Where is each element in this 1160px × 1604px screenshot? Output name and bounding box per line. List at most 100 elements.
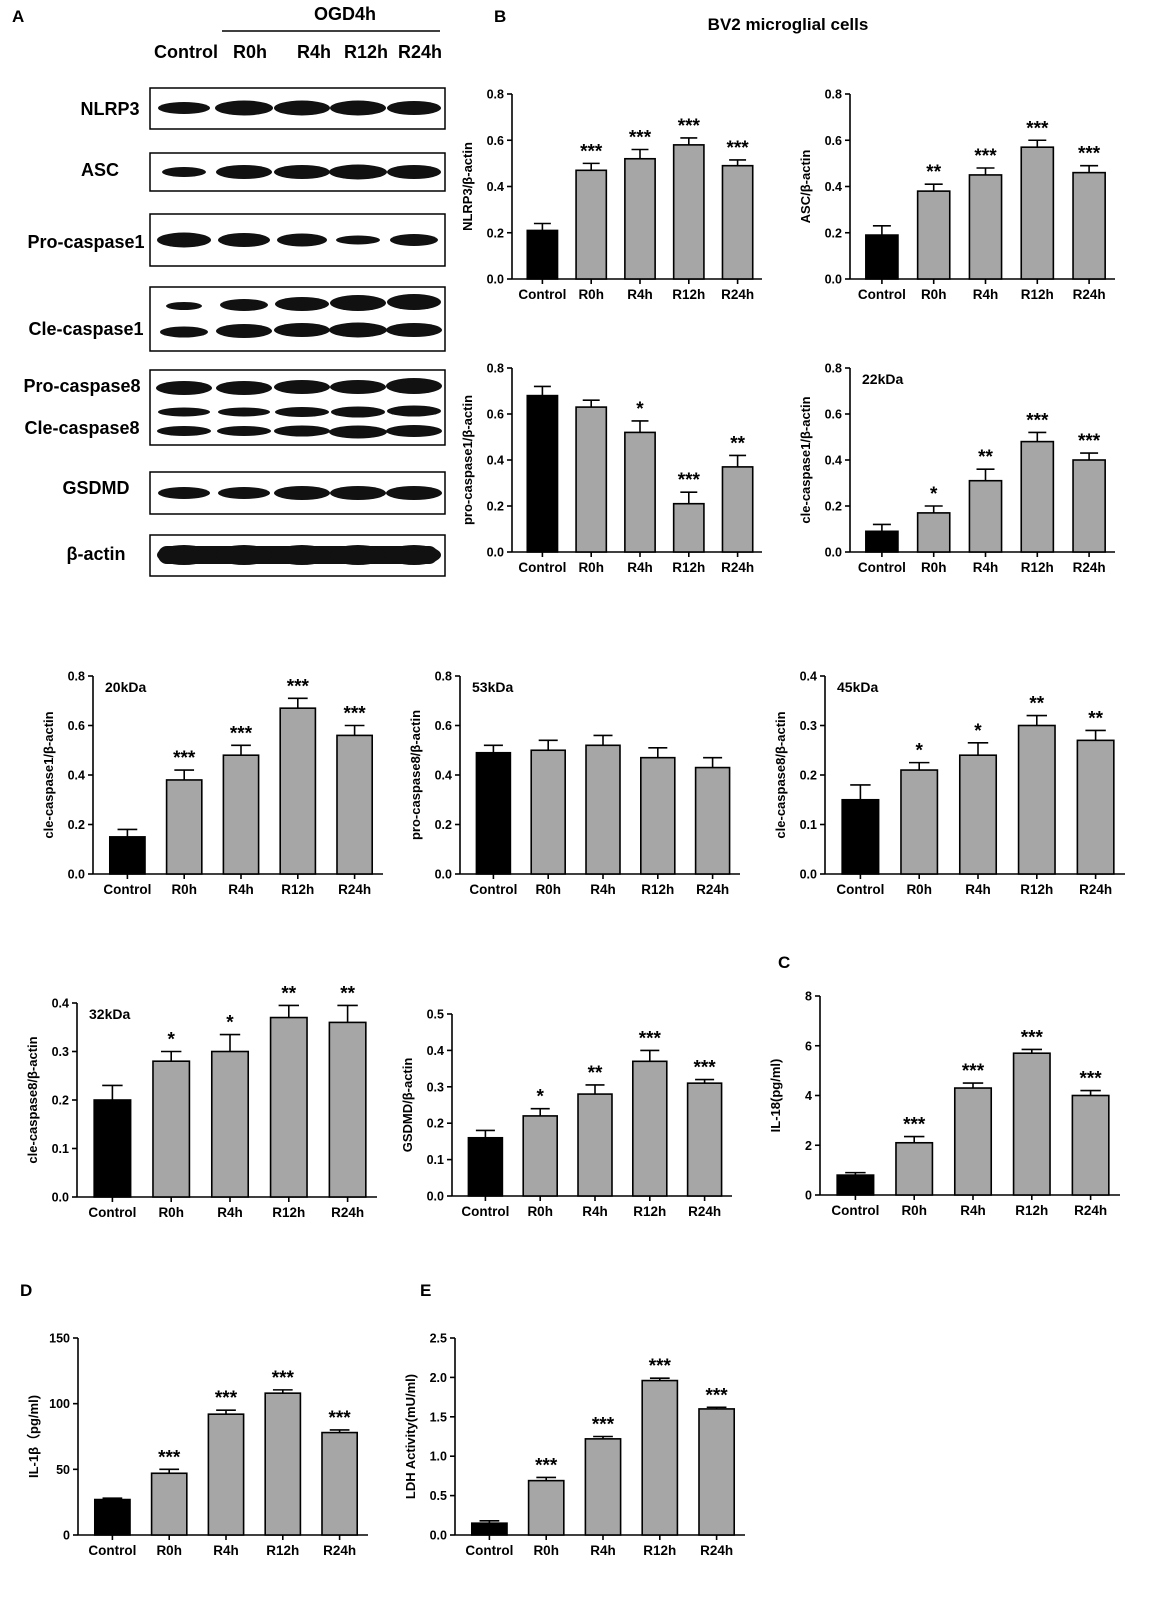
bar bbox=[152, 1060, 191, 1198]
lane-label: R12h bbox=[344, 42, 388, 62]
significance-marker: *** bbox=[230, 723, 253, 744]
category-label: R24h bbox=[1073, 560, 1106, 575]
y-tick-label: 0.4 bbox=[487, 454, 504, 468]
y-tick-label: 0.0 bbox=[427, 1190, 444, 1204]
y-tick-label: 0.0 bbox=[800, 868, 817, 882]
bar bbox=[150, 1472, 188, 1536]
y-tick-label: 0.6 bbox=[825, 134, 842, 148]
blot-bands bbox=[156, 378, 442, 439]
bar bbox=[475, 751, 512, 875]
bar bbox=[900, 769, 939, 875]
blot-row-label: β-actin bbox=[67, 544, 126, 564]
bar bbox=[279, 707, 317, 875]
bar bbox=[328, 1021, 367, 1198]
significance-marker: *** bbox=[727, 138, 750, 159]
y-tick-label: 0.4 bbox=[435, 769, 452, 783]
y-tick-label: 0.1 bbox=[427, 1153, 444, 1167]
category-label: Control bbox=[858, 287, 906, 302]
significance-marker: *** bbox=[962, 1061, 985, 1082]
y-tick-label: 0.4 bbox=[487, 180, 504, 194]
bar bbox=[624, 157, 656, 280]
significance-marker: *** bbox=[344, 704, 367, 725]
blot-row-label: GSDMD bbox=[63, 478, 130, 498]
bar-chart: 0.0 0.5 1.0 1.5 2.0 2.5 LDH Activity(mU/ml) Con… bbox=[403, 1332, 745, 1558]
category-label: R12h bbox=[1021, 560, 1054, 575]
category-label: R24h bbox=[1079, 882, 1112, 897]
bar bbox=[1076, 739, 1115, 875]
category-label: R12h bbox=[641, 882, 674, 897]
panel-letter-a: A bbox=[12, 7, 24, 26]
blot-bands bbox=[158, 486, 442, 500]
bar bbox=[575, 169, 608, 280]
lane-label: R4h bbox=[297, 42, 331, 62]
y-tick-label: 0.4 bbox=[68, 769, 85, 783]
significance-marker: *** bbox=[173, 748, 196, 769]
bar bbox=[526, 394, 559, 553]
blot-bands bbox=[157, 545, 441, 565]
blot-row-label: Cle-caspase8 bbox=[24, 418, 139, 438]
category-label: R4h bbox=[590, 1543, 616, 1558]
bar-chart: 0.0 0.2 0.4 0.6 0.8 ASC/β-actin Control R0h ** R4… bbox=[798, 88, 1115, 302]
bar bbox=[470, 1522, 508, 1536]
y-tick-label: 0.6 bbox=[825, 408, 842, 422]
category-label: R24h bbox=[331, 1205, 364, 1220]
inset-label: 32kDa bbox=[89, 1006, 130, 1022]
significance-marker: ** bbox=[730, 433, 745, 454]
y-axis-label: NLRP3/β-actin bbox=[460, 142, 475, 231]
significance-marker: ** bbox=[978, 447, 993, 468]
category-label: R4h bbox=[590, 882, 616, 897]
blot-bands bbox=[162, 164, 441, 180]
category-label: R12h bbox=[1015, 1203, 1048, 1218]
category-label: R0h bbox=[533, 1543, 559, 1558]
significance-marker: *** bbox=[215, 1388, 238, 1409]
significance-marker: *** bbox=[639, 1028, 662, 1049]
y-tick-label: 0.4 bbox=[800, 670, 817, 684]
bar bbox=[585, 744, 621, 875]
significance-marker: *** bbox=[706, 1385, 729, 1406]
significance-marker: * bbox=[226, 1013, 234, 1034]
y-tick-label: 0.8 bbox=[435, 670, 452, 684]
bar bbox=[632, 1060, 668, 1197]
y-tick-label: 0.5 bbox=[427, 1008, 444, 1022]
y-tick-label: 0.2 bbox=[825, 226, 842, 240]
category-label: R24h bbox=[721, 287, 754, 302]
y-tick-label: 0.2 bbox=[825, 500, 842, 514]
y-tick-label: 2.5 bbox=[430, 1332, 447, 1346]
y-tick-label: 0.3 bbox=[427, 1080, 444, 1094]
category-label: Control bbox=[465, 1543, 513, 1558]
significance-marker: ** bbox=[926, 162, 941, 183]
y-tick-label: 0.5 bbox=[430, 1489, 447, 1503]
y-tick-label: 0.0 bbox=[825, 546, 842, 560]
y-tick-label: 0.2 bbox=[52, 1094, 69, 1108]
bar bbox=[575, 406, 608, 553]
bar bbox=[672, 502, 705, 553]
category-label: R24h bbox=[700, 1543, 733, 1558]
panel-letter-c: C bbox=[778, 953, 790, 972]
category-label: R12h bbox=[672, 560, 705, 575]
significance-marker: * bbox=[167, 1030, 175, 1051]
blot-bands bbox=[157, 232, 438, 248]
y-tick-label: 0.2 bbox=[435, 818, 452, 832]
y-axis-label: IL-18(pg/ml) bbox=[768, 1059, 783, 1133]
y-tick-label: 150 bbox=[49, 1332, 70, 1346]
blot-row-label: Pro-caspase8 bbox=[23, 376, 140, 396]
category-label: Control bbox=[518, 287, 566, 302]
category-label: R24h bbox=[696, 882, 729, 897]
significance-marker: * bbox=[915, 741, 923, 762]
bar bbox=[210, 1050, 250, 1198]
blot-row-label: Cle-caspase1 bbox=[28, 319, 143, 339]
y-tick-label: 0.2 bbox=[487, 226, 504, 240]
bar bbox=[1017, 724, 1056, 875]
bar bbox=[93, 1099, 132, 1198]
bar bbox=[321, 1431, 359, 1536]
lane-label: R0h bbox=[233, 42, 267, 62]
significance-marker: *** bbox=[287, 676, 310, 697]
y-tick-label: 0.2 bbox=[68, 818, 85, 832]
y-axis-label: cle-caspase8/β-actin bbox=[25, 1036, 40, 1163]
category-label: Control bbox=[518, 560, 566, 575]
category-label: Control bbox=[88, 1543, 136, 1558]
bar bbox=[721, 466, 754, 553]
category-label: R24h bbox=[1074, 1203, 1107, 1218]
category-label: Control bbox=[836, 882, 884, 897]
bar-chart: 0.0 0.1 0.2 0.3 0.4 cle-caspase8/β-actin 32kDa… bbox=[25, 983, 377, 1220]
